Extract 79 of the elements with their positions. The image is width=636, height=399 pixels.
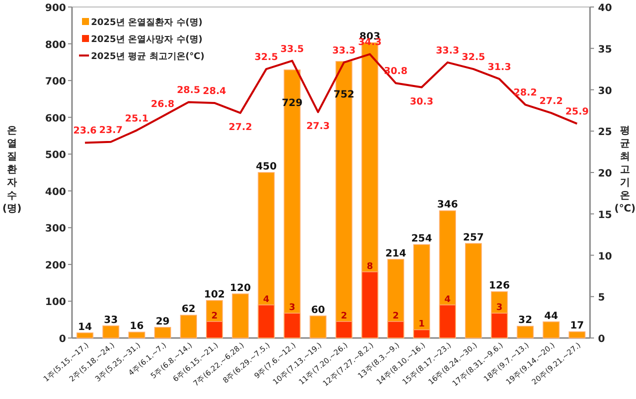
bar [568, 331, 586, 338]
data-label: 25.9 [565, 106, 589, 118]
y-axis-title: 온열질환자 수(명) [2, 126, 22, 214]
data-label: 60 [311, 304, 326, 316]
data-label: 33.3 [436, 45, 460, 56]
data-label: 14 [78, 322, 92, 333]
legend-label: 2025년 평균 최고기온(℃) [91, 52, 204, 62]
data-label: 27.3 [306, 121, 330, 132]
data-label: 23.7 [99, 124, 123, 136]
data-label: 2 [392, 311, 399, 322]
data-label: 2 [211, 311, 218, 322]
data-label: 450 [256, 162, 277, 172]
bar [310, 316, 326, 338]
data-label: 126 [488, 280, 510, 292]
bar [465, 243, 482, 338]
bar [542, 321, 560, 338]
data-label: 346 [437, 200, 458, 211]
data-label: 31.3 [488, 62, 512, 73]
data-label: 62 [182, 304, 196, 316]
y-tick-label: 100 [45, 297, 66, 308]
data-label: 17 [570, 320, 584, 332]
data-label: 28.2 [514, 88, 537, 99]
data-label: 257 [463, 232, 484, 244]
y-tick-label: 600 [45, 113, 66, 124]
data-label: 28.4 [202, 86, 227, 97]
y2-tick-label: 30 [598, 86, 612, 97]
y2-tick-label: 20 [598, 168, 612, 180]
y2-tick-label: 35 [598, 44, 612, 56]
y2-tick-label: 40 [598, 3, 612, 14]
data-label: 27.2 [228, 122, 252, 133]
data-label: 33.3 [332, 45, 356, 56]
data-label: 1 [418, 320, 425, 330]
data-label: 2 [340, 311, 348, 322]
y2-tick-label: 25 [598, 127, 612, 138]
legend-label: 2025년 온열질환자 수(명) [91, 18, 203, 28]
y2-tick-label: 0 [598, 334, 605, 345]
data-label: 120 [230, 282, 251, 294]
data-label: 23.6 [73, 126, 98, 137]
data-label: 33.5 [280, 44, 304, 55]
data-label: 26.8 [150, 99, 175, 110]
y2-tick-label: 15 [598, 210, 612, 221]
data-label: 32.5 [254, 52, 278, 64]
data-label: 28.5 [176, 85, 200, 96]
data-label: 16 [130, 321, 144, 332]
data-label: 214 [385, 248, 406, 260]
y-tick-label: 500 [45, 150, 66, 162]
data-label: 3 [496, 303, 502, 314]
y2-tick-label: 10 [598, 251, 612, 262]
data-label: 29 [156, 316, 170, 328]
y-tick-label: 200 [45, 260, 66, 272]
data-label: 3 [289, 303, 296, 314]
y-tick-label: 900 [45, 3, 66, 14]
y-tick-label: 0 [59, 334, 66, 345]
data-label: 254 [411, 234, 432, 245]
data-label: 30.3 [410, 96, 434, 108]
y-tick-label: 700 [45, 76, 66, 88]
data-label: 4 [444, 294, 451, 305]
bar [76, 332, 94, 338]
bar [232, 293, 249, 338]
data-label: 32 [518, 315, 532, 326]
data-label: 102 [204, 289, 225, 300]
bar [128, 332, 146, 338]
bar [102, 325, 120, 338]
data-label: 32.5 [462, 52, 486, 64]
bar [180, 314, 197, 338]
legend-label: 2025년 온열사망자 수(명) [91, 35, 203, 45]
bar [516, 326, 534, 338]
data-label: 27.2 [539, 96, 563, 107]
y-tick-label: 800 [45, 40, 66, 51]
bar [154, 326, 172, 338]
data-label: 25.1 [125, 113, 148, 124]
data-label: 8 [366, 262, 373, 272]
y2-tick-label: 5 [598, 292, 605, 304]
data-label: 33 [104, 314, 118, 326]
y-tick-label: 300 [45, 224, 66, 235]
data-label: 4 [263, 294, 270, 305]
y-tick-label: 400 [45, 186, 66, 198]
y2-axis-title: 평균최고기온(℃) [614, 126, 636, 214]
data-label: 44 [544, 310, 558, 322]
